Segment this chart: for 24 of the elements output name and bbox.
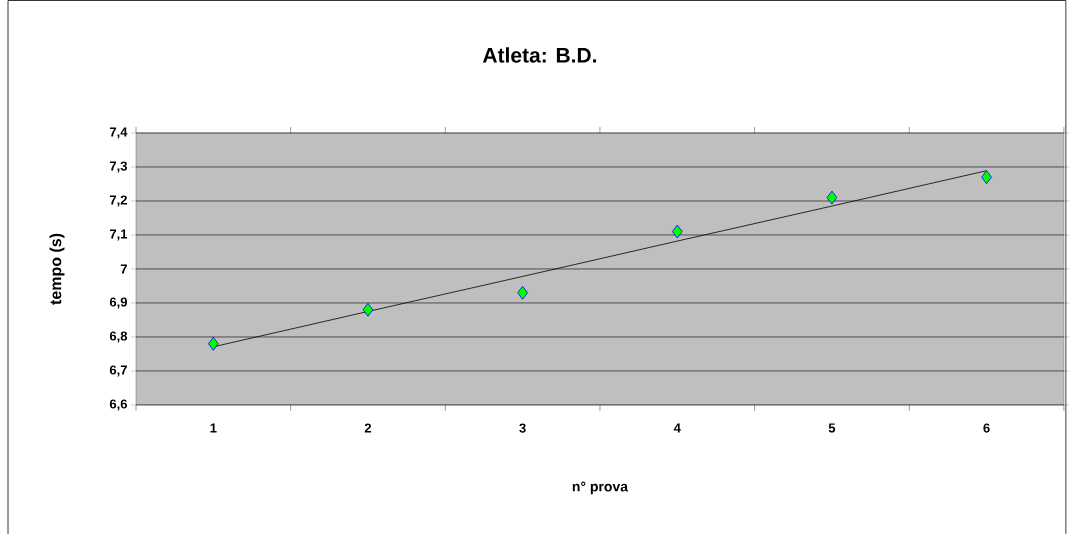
x-tick-label: 2 [364, 423, 372, 433]
point [208, 336, 219, 351]
y-tick-label: 6,6 [109, 399, 128, 411]
x-tick-label: 5 [828, 423, 836, 433]
y-tick-label: 6,8 [109, 331, 128, 343]
x-tick-label: 3 [519, 423, 526, 433]
x-tick-label: 4 [673, 423, 681, 433]
y-tick-label: 7,1 [109, 229, 128, 241]
x-tick-label: 6 [983, 423, 990, 433]
y-tick-label: 6,7 [109, 365, 127, 377]
y-tick-label: 6,9 [109, 297, 127, 309]
point [672, 224, 683, 239]
point [826, 190, 838, 205]
chart-title: Atleta: B.D. [482, 47, 597, 63]
x-axis-title: n° prova [572, 481, 629, 495]
point [981, 170, 992, 184]
y-tick-label: 7,3 [109, 161, 128, 173]
point [517, 285, 528, 300]
y-tick-label: 7,2 [109, 195, 127, 207]
y-tick-label: 7 [120, 264, 127, 274]
y-tick-label: 7,4 [109, 127, 128, 139]
y-axis-title: tempo (s) [49, 233, 65, 305]
x-tick-label: 1 [210, 423, 217, 433]
point [362, 302, 374, 317]
